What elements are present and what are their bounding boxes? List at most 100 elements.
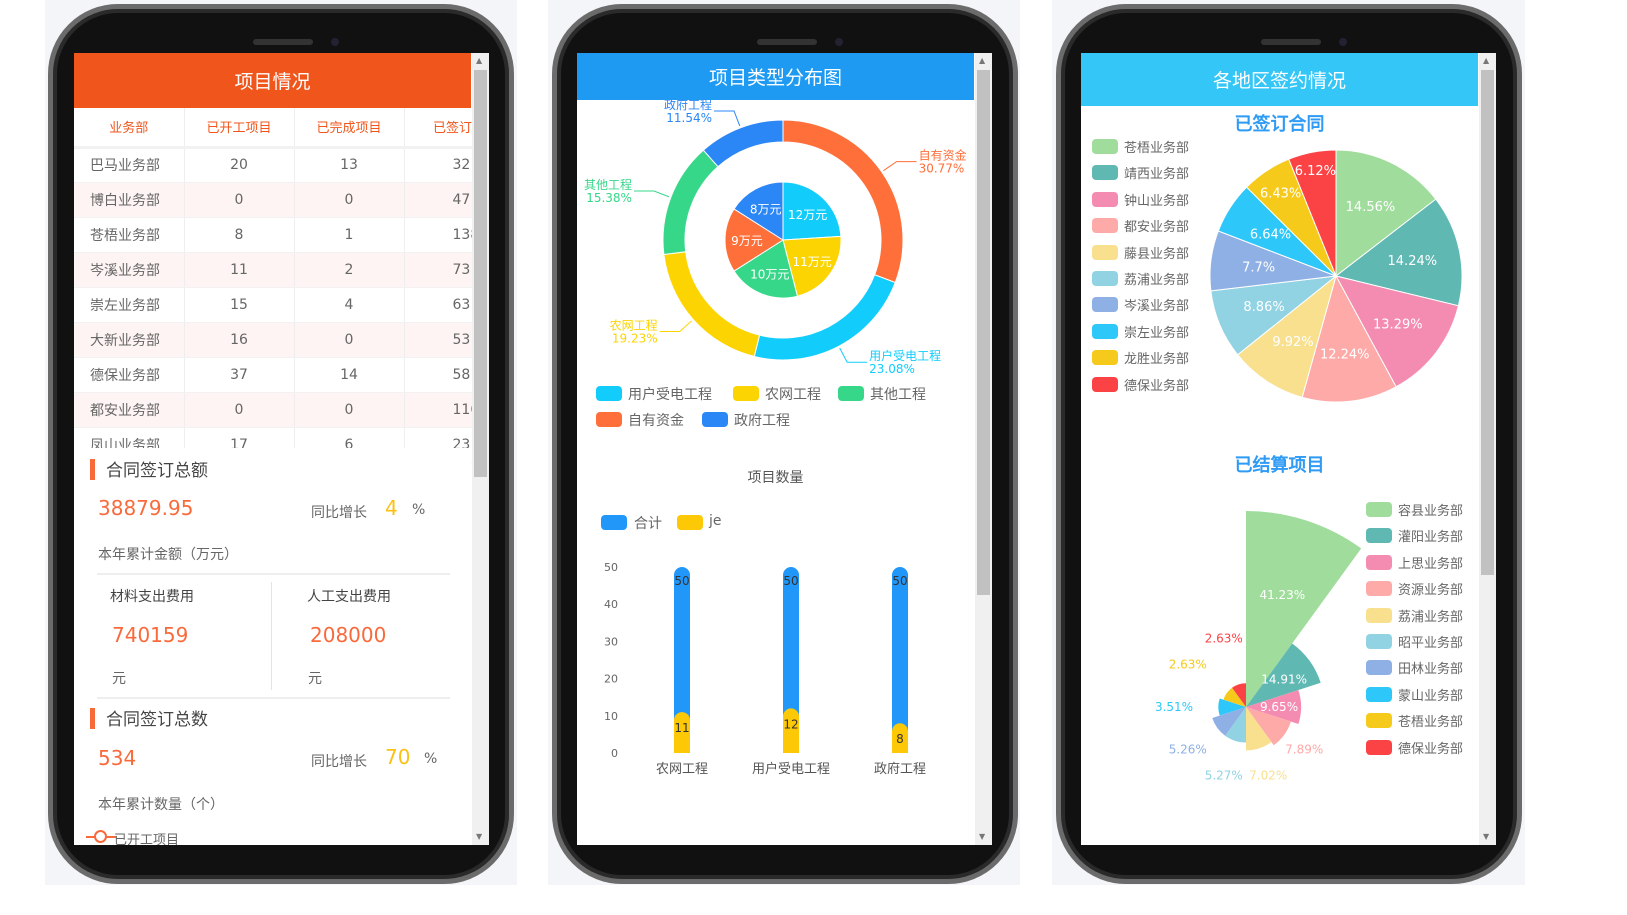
legend-label[interactable]: 用户受电工程 bbox=[628, 387, 712, 403]
table-row[interactable]: 都安业务部 0 0 116 bbox=[74, 392, 489, 428]
legend-swatch[interactable] bbox=[1366, 581, 1392, 597]
screen-regional-contracts: 各地区签约情况 已签订合同 苍梧业务部 靖西业务部 钟山业务部 都安业务部 藤县业务部荔… bbox=[1081, 53, 1496, 845]
scrollbar[interactable]: ▲ ▼ bbox=[975, 53, 992, 845]
x-category-label: 用户受电工程 bbox=[752, 761, 830, 777]
scroll-up-icon[interactable]: ▲ bbox=[979, 56, 986, 65]
rose-sector bbox=[1232, 683, 1246, 707]
legend-swatch[interactable] bbox=[1366, 528, 1392, 544]
legend-swatch[interactable] bbox=[1366, 713, 1392, 729]
legend-label[interactable]: 资源业务部 bbox=[1398, 583, 1464, 599]
scrollbar-thumb[interactable] bbox=[1481, 70, 1494, 575]
table-row[interactable]: 崇左业务部 15 4 63 bbox=[74, 287, 489, 323]
table-row[interactable]: 德保业务部 37 14 58 bbox=[74, 357, 489, 393]
sector-percent-label: 2.63% bbox=[1205, 632, 1243, 646]
legend-swatch[interactable] bbox=[596, 386, 622, 401]
legend-swatch[interactable] bbox=[1092, 376, 1118, 392]
scrollbar-thumb[interactable] bbox=[474, 70, 487, 477]
legend-label[interactable]: 其他工程 bbox=[870, 387, 926, 403]
table-row[interactable]: 岑溪业务部 11 2 73 bbox=[74, 252, 489, 288]
legend-label[interactable]: 田林业务部 bbox=[1398, 662, 1464, 678]
legend-swatch[interactable] bbox=[1092, 244, 1118, 260]
scrollbar[interactable]: ▲ ▼ bbox=[472, 53, 489, 845]
table-row[interactable]: 博白业务部 0 0 47 bbox=[74, 182, 489, 218]
growth-label: 同比增长 bbox=[311, 505, 367, 521]
segment-name-label: 农网工程 bbox=[610, 317, 658, 332]
legend-swatch[interactable] bbox=[1366, 739, 1392, 755]
label-leader-line bbox=[714, 110, 741, 127]
legend-label[interactable]: 苍梧业务部 bbox=[1124, 141, 1190, 156]
legend-swatch[interactable] bbox=[1092, 323, 1118, 339]
legend-swatch[interactable] bbox=[838, 386, 864, 401]
legend-label[interactable]: 政府工程 bbox=[734, 413, 790, 429]
legend-label[interactable]: 靖西业务部 bbox=[1124, 167, 1190, 183]
legend-label[interactable]: 已开工项目 bbox=[114, 833, 180, 845]
legend-label[interactable]: 钟山业务部 bbox=[1124, 193, 1190, 209]
legend-swatch[interactable] bbox=[1366, 607, 1392, 623]
legend-label[interactable]: je bbox=[709, 513, 722, 529]
legend-label[interactable]: 德保业务部 bbox=[1398, 741, 1464, 757]
table-row[interactable]: 苍梧业务部 8 1 138 bbox=[74, 217, 489, 253]
legend-label[interactable]: 荔浦业务部 bbox=[1124, 273, 1190, 288]
scroll-down-icon[interactable]: ▼ bbox=[476, 832, 483, 841]
legend-label[interactable]: 农网工程 bbox=[765, 387, 821, 403]
scrollbar[interactable]: ▲ ▼ bbox=[1479, 53, 1496, 845]
legend-swatch[interactable] bbox=[1366, 686, 1392, 702]
legend-swatch[interactable] bbox=[1092, 297, 1118, 313]
legend-swatch[interactable] bbox=[1092, 271, 1118, 286]
y-tick-label: 40 bbox=[604, 598, 618, 611]
legend-label[interactable]: 苍梧业务部 bbox=[1398, 715, 1464, 731]
legend-label[interactable]: 昭平业务部 bbox=[1398, 636, 1464, 651]
legend-label[interactable]: 灌阳业务部 bbox=[1398, 530, 1464, 546]
divider bbox=[97, 697, 450, 699]
scroll-down-icon[interactable]: ▼ bbox=[979, 832, 986, 841]
legend-label[interactable]: 上思业务部 bbox=[1398, 556, 1464, 572]
project-table: 业务部 已开工项目 已完成项目 已签订合 巴马业务部 20 13 32 博白业务部 0 0 47 苍梧… bbox=[74, 108, 489, 463]
legend-label[interactable]: 藤县业务部 bbox=[1124, 246, 1190, 262]
legend-label[interactable]: 德保业务部 bbox=[1124, 378, 1190, 394]
section-marker bbox=[90, 459, 95, 480]
legend-swatch[interactable] bbox=[733, 386, 759, 401]
legend-label[interactable]: 容县业务部 bbox=[1398, 504, 1464, 519]
scroll-up-icon[interactable]: ▲ bbox=[476, 56, 483, 65]
bar-je bbox=[783, 708, 799, 753]
legend-swatch[interactable] bbox=[702, 412, 728, 427]
legend-label[interactable]: 蒙山业务部 bbox=[1398, 688, 1464, 704]
sector-percent-label: 2.63% bbox=[1169, 658, 1207, 672]
legend-label[interactable]: 荔浦业务部 bbox=[1398, 609, 1464, 625]
scrollbar-thumb[interactable] bbox=[977, 70, 990, 595]
scroll-up-icon[interactable]: ▲ bbox=[1483, 56, 1490, 65]
legend-label[interactable]: 自有资金 bbox=[628, 413, 684, 429]
pie-slice bbox=[733, 239, 799, 299]
legend-swatch[interactable] bbox=[1092, 191, 1118, 207]
legend-swatch[interactable] bbox=[1092, 218, 1118, 234]
legend-swatch[interactable] bbox=[1366, 554, 1392, 570]
legend-label[interactable]: 岑溪业务部 bbox=[1124, 299, 1190, 315]
legend-label[interactable]: 龙胜业务部 bbox=[1124, 352, 1190, 368]
legend-label[interactable]: 崇左业务部 bbox=[1124, 325, 1190, 341]
legend-swatch[interactable] bbox=[1366, 502, 1392, 517]
legend-swatch[interactable] bbox=[601, 515, 627, 530]
count-caption: 本年累计数量（个） bbox=[98, 797, 224, 813]
rose-sector bbox=[1246, 707, 1291, 746]
page-title: 各地区签约情况 bbox=[1081, 53, 1478, 106]
table-cell: 37 bbox=[184, 357, 295, 393]
growth-value: 70 bbox=[385, 745, 411, 769]
legend-label[interactable]: 合计 bbox=[634, 516, 662, 532]
legend-swatch[interactable] bbox=[1092, 139, 1118, 154]
legend-label[interactable]: 都安业务部 bbox=[1124, 220, 1190, 236]
scroll-down-icon[interactable]: ▼ bbox=[1483, 832, 1490, 841]
cost-value: 740159 bbox=[112, 623, 189, 647]
legend-swatch[interactable] bbox=[596, 412, 622, 427]
slice-percent-label: 13.29% bbox=[1373, 318, 1423, 333]
legend-swatch[interactable] bbox=[1366, 660, 1392, 676]
table-row[interactable]: 巴马业务部 20 13 32 bbox=[74, 147, 489, 183]
table-row[interactable]: 大新业务部 16 0 53 bbox=[74, 322, 489, 358]
camera bbox=[1339, 38, 1347, 46]
legend-swatch[interactable] bbox=[1092, 350, 1118, 366]
section-title: 合同签订总数 bbox=[106, 710, 208, 730]
legend-swatch[interactable] bbox=[1366, 634, 1392, 649]
segment-percent-label: 30.77% bbox=[919, 162, 965, 176]
legend-swatch[interactable] bbox=[1092, 165, 1118, 181]
legend-swatch[interactable] bbox=[677, 515, 703, 530]
bar-合计 bbox=[892, 567, 908, 753]
